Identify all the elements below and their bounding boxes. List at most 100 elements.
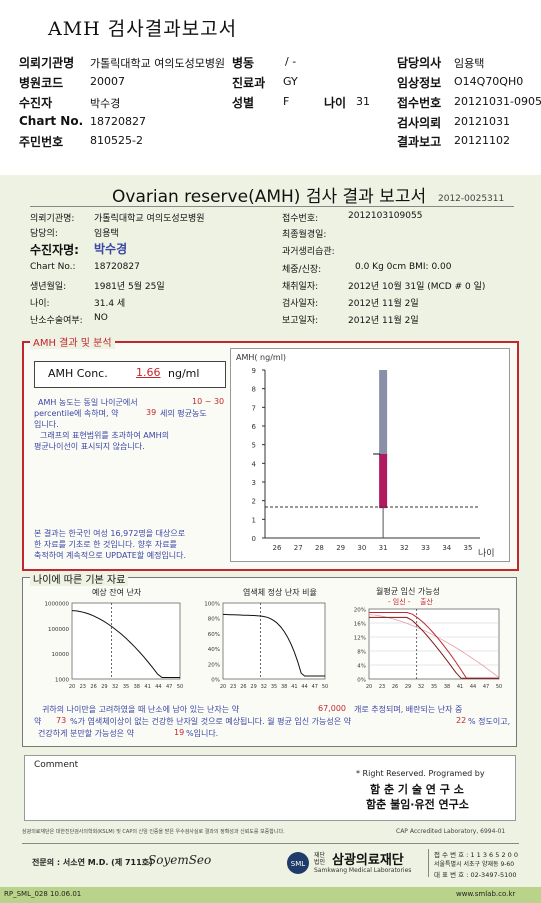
field-value-doctor: 임용택 bbox=[94, 229, 119, 239]
panel1-x-tick-label: 20 bbox=[69, 684, 75, 690]
panel2-x-tick-label: 38 bbox=[281, 684, 287, 690]
amh-x-tick-label: 30 bbox=[357, 544, 366, 552]
amh-patient-bar bbox=[379, 454, 388, 509]
panel3-x-tick-label: 35 bbox=[431, 684, 437, 690]
field-label-test-date: 검사일자: bbox=[282, 299, 319, 309]
amh-x-tick-label: 35 bbox=[464, 544, 473, 552]
value-sex: F bbox=[283, 95, 290, 108]
cap-accreditation: CAP Accredited Laboratory, 6994-01 bbox=[396, 828, 506, 835]
rights-text: * Right Reserved. Programed by bbox=[356, 769, 485, 778]
pregnancy-chance-chart: 20% 16% 12% 8% 4% 0%20 23 26 29 32 35 38 41 44 47 50 bbox=[354, 608, 502, 691]
panel3-y-tick-label: 12% bbox=[354, 636, 366, 642]
contact-divider bbox=[428, 849, 429, 877]
label-resident-no: 주민번호 bbox=[19, 135, 64, 149]
amh-conc-value: 1.66 bbox=[136, 366, 161, 379]
panel2-y-tick-label: 0% bbox=[211, 678, 220, 684]
panel1-x-tick-label: 41 bbox=[144, 684, 150, 690]
panel2-x-tick-label: 26 bbox=[240, 684, 246, 690]
amh-range-bar bbox=[379, 370, 388, 456]
label-chart-no: Chart No. bbox=[19, 114, 84, 128]
summary-line2e: % 정도이고, bbox=[468, 717, 511, 726]
panel3-legend-birth: 출산 bbox=[420, 598, 433, 606]
footer-divider bbox=[22, 843, 519, 844]
amh-x-tick-label: 32 bbox=[400, 544, 409, 552]
label-receipt-no: 접수번호 bbox=[397, 96, 442, 110]
report-title: Ovarian reserve(AMH) 검사 결과 보고서 bbox=[112, 187, 427, 207]
panel2-x-tick-label: 41 bbox=[291, 684, 297, 690]
contact-receipt: 접 수 번 호 : 1 1 3 6 5 2 0 0 bbox=[434, 851, 518, 859]
amh-x-tick-label: 29 bbox=[336, 544, 345, 552]
field-value-receipt: 2012103109055 bbox=[348, 211, 423, 221]
label-clinical-info: 임상정보 bbox=[397, 76, 442, 90]
amh-percentile-range: 10 ~ 30 bbox=[192, 397, 225, 406]
amh-text-line1a: AMH 농도는 동일 나이군에서 bbox=[38, 398, 138, 407]
normal-eggs-chart: 100% 80% 60% 40% 20% 0%20 23 26 29 32 35 38 41 44 47 50 bbox=[204, 602, 328, 691]
panel3-x-tick-label: 41 bbox=[457, 684, 463, 690]
field-value-collection-date: 2012년 10월 31일 (MCD # 0 일) bbox=[348, 282, 486, 292]
field-value-weight-height: 0.0 Kg 0cm BMI: 0.00 bbox=[355, 262, 452, 272]
panel3-birth-curve bbox=[369, 616, 499, 679]
label-patient: 수진자 bbox=[19, 96, 53, 110]
comment-box bbox=[24, 755, 516, 821]
panel2-x-tick-label: 35 bbox=[271, 684, 277, 690]
org-name: 삼광의료재단 bbox=[332, 853, 404, 868]
amh-y-tick-label: 9 bbox=[252, 367, 256, 375]
summary-normal-pct: 73 bbox=[56, 716, 67, 725]
title-divider bbox=[30, 206, 514, 207]
form-code: RP_SML_028 10.06.01 bbox=[4, 890, 82, 898]
panel2-x-tick-label: 44 bbox=[301, 684, 307, 690]
panel3-pregnancy-curve-light bbox=[368, 614, 500, 678]
summary-line3c: %입니다. bbox=[186, 729, 219, 738]
org-prefix: 재단법인 bbox=[314, 852, 326, 866]
amh-y-tick-label: 3 bbox=[252, 479, 256, 487]
panel3-x-tick-label: 32 bbox=[418, 684, 424, 690]
panel1-x-tick-label: 29 bbox=[101, 684, 107, 690]
panel2-x-tick-label: 47 bbox=[312, 684, 318, 690]
amh-y-tick-label: 8 bbox=[252, 386, 256, 394]
amh-conc-label: AMH Conc. bbox=[48, 367, 108, 380]
field-value-age: 31.4 세 bbox=[94, 299, 126, 309]
panel2-y-tick-label: 20% bbox=[208, 662, 220, 668]
field-value-report-date: 2012년 11월 2일 bbox=[348, 316, 419, 326]
contact-address: 서울특별시 서초구 양재동 9-60 bbox=[434, 861, 515, 868]
panel1-x-tick-label: 47 bbox=[166, 684, 172, 690]
amh-chart-frame bbox=[230, 348, 510, 562]
summary-line2c: %가 염색체이상이 없는 건강한 난자일 것으로 예상됩니다. 월 평균 임신 … bbox=[70, 717, 351, 726]
specialist-name: 전문의 : 서소연 M.D. (제 711호) bbox=[32, 858, 153, 867]
label-department: 진료과 bbox=[232, 76, 266, 90]
summary-birth-pct: 19 bbox=[174, 728, 185, 737]
summary-line2a: 약 bbox=[34, 717, 42, 726]
value-hospital-code: 20007 bbox=[90, 75, 125, 88]
signature: SoyemSeo bbox=[148, 853, 212, 867]
website-link[interactable]: www.smlab.co.kr bbox=[456, 890, 516, 898]
amh-x-tick-label: 28 bbox=[315, 544, 324, 552]
comment-label: Comment bbox=[34, 760, 79, 770]
base-section-title: 나이에 따른 기본 자료 bbox=[30, 571, 129, 586]
panel3-y-tick-label: 8% bbox=[357, 650, 366, 656]
panel2-y-tick-label: 80% bbox=[208, 617, 220, 623]
amh-text-line2a: percentile에 속하며, 약 bbox=[34, 409, 119, 418]
value-resident-no: 810525-2 bbox=[90, 134, 143, 147]
certification-text: 삼광의료재단은 대한진단검사의학회(KSLM) 및 CAP의 신임 인증을 받은… bbox=[22, 829, 285, 835]
amh-text-line3: 입니다. bbox=[34, 420, 59, 429]
sml-logo-icon: SML bbox=[287, 852, 309, 874]
field-label-age: 나이: bbox=[30, 299, 50, 309]
value-physician: 임용택 bbox=[454, 57, 485, 70]
value-chart-no: 18720827 bbox=[90, 115, 146, 128]
value-receipt-no: 20121031-09055 bbox=[454, 95, 541, 108]
panel1-remaining-eggs-curve bbox=[71, 610, 180, 678]
value-test-request: 20121031 bbox=[454, 115, 510, 128]
field-value-chart: 18720827 bbox=[94, 262, 140, 272]
panel2-y-tick-label: 40% bbox=[208, 647, 220, 653]
panel1-y-tick-label: 1000 bbox=[55, 678, 69, 684]
amh-x-tick-label: 27 bbox=[294, 544, 303, 552]
panel3-x-tick-label: 20 bbox=[366, 684, 372, 690]
svg-text:SML: SML bbox=[291, 860, 305, 868]
panel1-y-tick-label: 10000 bbox=[52, 652, 70, 658]
panel1-x-tick-label: 23 bbox=[80, 684, 86, 690]
org-english-name: Samkwang Medical Laboratories bbox=[314, 867, 412, 874]
amh-x-tick-label: 34 bbox=[442, 544, 451, 552]
amh-text-line4: 그래프의 표현범위를 초과하여 AMH의 bbox=[40, 431, 170, 440]
